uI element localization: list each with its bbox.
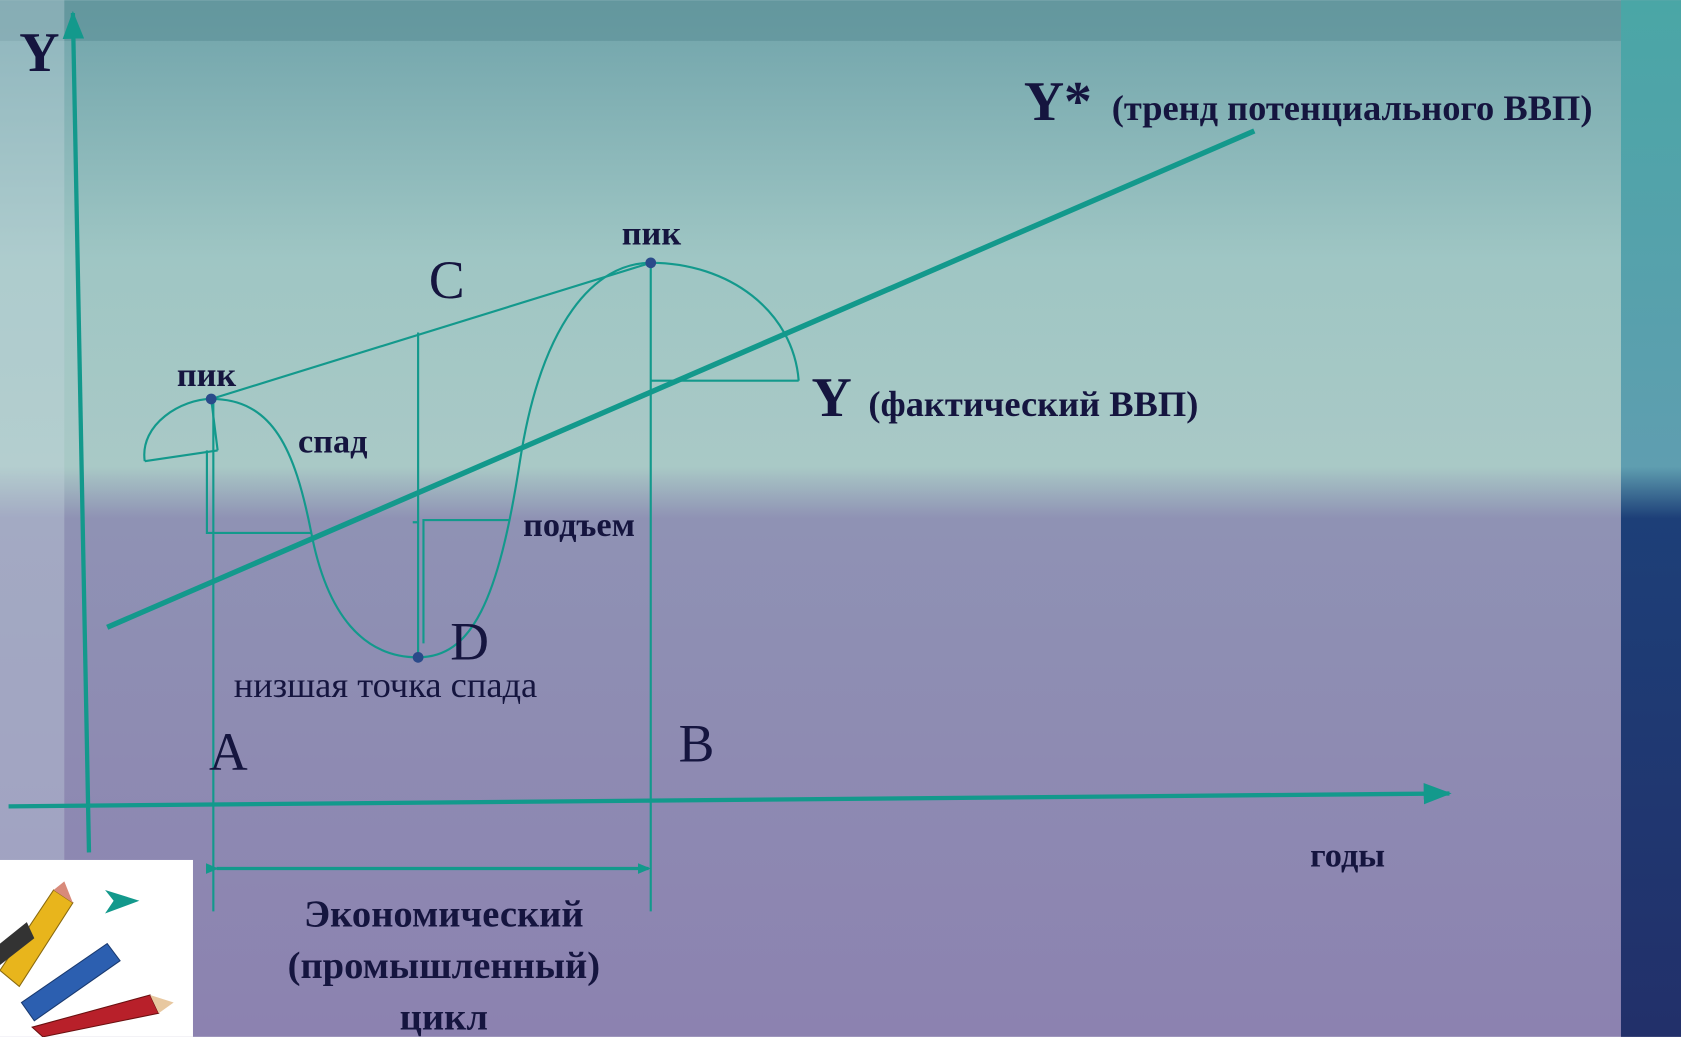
point-label: B [679, 713, 715, 773]
phase-label: спад [298, 423, 367, 461]
helper-line [205, 450, 311, 535]
right-band [1620, 0, 1681, 1037]
cycle-label: (промышленный) [288, 945, 600, 987]
phase-label: подъем [523, 506, 635, 544]
cycle-label: Экономический [304, 893, 584, 935]
point [205, 393, 217, 405]
peak-label: пик [177, 356, 237, 394]
point [412, 651, 424, 663]
trough-label: низшая точка спада [234, 665, 538, 705]
top-band [0, 0, 1681, 41]
y-axis [62, 10, 92, 853]
helper-line [412, 519, 510, 644]
peak-label: пик [622, 215, 682, 253]
actual-symbol: Y [812, 367, 852, 429]
point [645, 257, 657, 269]
point-label: D [450, 611, 489, 671]
peak-line [210, 261, 652, 400]
actual-label: (фактический ВВП) [868, 384, 1198, 424]
x-axis [8, 782, 1452, 809]
x-axis-label: годы [1310, 836, 1385, 874]
trend-label: (тренд потенциального ВВП) [1112, 88, 1593, 128]
helper-line [144, 449, 218, 463]
y-axis-label: Y [19, 22, 59, 84]
cycle-label: цикл [400, 996, 488, 1037]
point-label: A [209, 722, 248, 782]
trend-line [106, 128, 1256, 630]
pencil-icon [0, 859, 193, 1037]
trend-symbol: Y* [1024, 71, 1092, 133]
point-label: C [429, 250, 465, 310]
